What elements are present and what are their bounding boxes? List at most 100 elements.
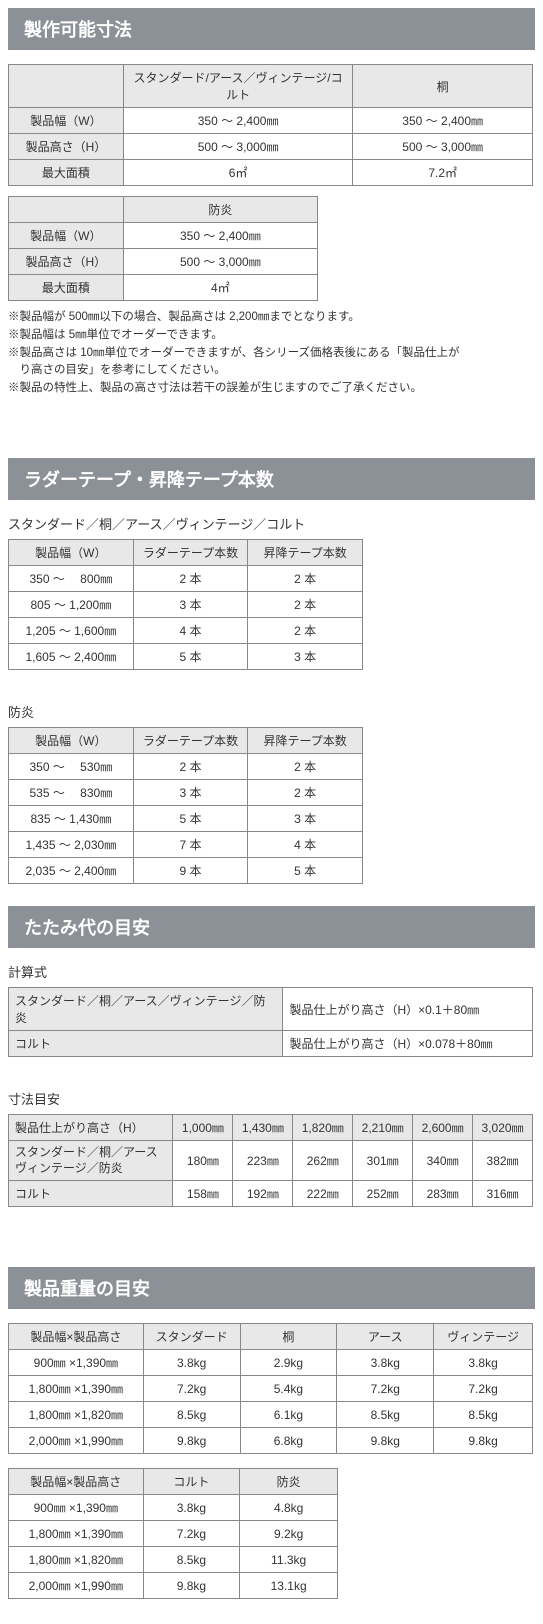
tape-subtitle-1: スタンダード／桐／アース／ヴィンテージ／コルト: [8, 514, 535, 533]
cell: 283㎜: [413, 1181, 473, 1207]
cell: 2,000㎜ ×1,990㎜: [9, 1428, 144, 1454]
cell: 7.2kg: [143, 1521, 240, 1547]
stack-subtitle-2: 寸法目安: [8, 1089, 535, 1108]
cell: 昇降テープ本数: [248, 540, 363, 566]
cell: コルト: [9, 1181, 173, 1207]
cell: 4 本: [133, 618, 248, 644]
cell: 3 本: [133, 780, 248, 806]
cell: 11.3kg: [240, 1547, 338, 1573]
stack-formula-table: スタンダード／桐／アース／ヴィンテージ／防炎 製品仕上がり高さ（H）×0.1＋8…: [8, 987, 533, 1057]
cell: 1,605 ～ 2,400㎜: [9, 644, 134, 670]
cell: 製品幅（W）: [9, 540, 134, 566]
cell: 252㎜: [353, 1181, 413, 1207]
cell: 192㎜: [233, 1181, 293, 1207]
cell: 3.8kg: [337, 1350, 434, 1376]
cell: 2 本: [248, 592, 363, 618]
section-header-dimensions: 製作可能寸法: [8, 8, 535, 50]
cell: 6.1kg: [240, 1402, 337, 1428]
cell: 3.8kg: [434, 1350, 533, 1376]
cell: 昇降テープ本数: [248, 728, 363, 754]
note-line: ※製品幅は 5㎜単位でオーダーできます。: [8, 327, 535, 345]
cell: 5.4kg: [240, 1376, 337, 1402]
cell: ラダーテープ本数: [133, 728, 248, 754]
cell: 防炎: [123, 197, 317, 223]
cell: 製品幅×製品高さ: [9, 1324, 144, 1350]
cell: 1,205 ～ 1,600㎜: [9, 618, 134, 644]
cell: 4 本: [248, 832, 363, 858]
cell: 535 ～ 830㎜: [9, 780, 134, 806]
cell: 8.5kg: [143, 1402, 240, 1428]
cell: 900㎜ ×1,390㎜: [9, 1495, 144, 1521]
cell: 9.8kg: [143, 1573, 240, 1599]
cell: スタンダード／桐／アース ヴィンテージ／防炎: [9, 1141, 173, 1181]
dimensions-table-2: 防炎 製品幅（W） 350 ～ 2,400㎜ 製品高さ（H） 500 ～ 3,0…: [8, 196, 318, 301]
cell: 1,800㎜ ×1,820㎜: [9, 1547, 144, 1573]
cell: 2,035 ～ 2,400㎜: [9, 858, 134, 884]
cell: 9.2kg: [240, 1521, 338, 1547]
dimensions-table-1: スタンダード/アース／ヴィンテージ/コルト 桐 製品幅（W） 350 ～ 2,4…: [8, 64, 533, 186]
cell: 最大面積: [9, 275, 124, 301]
cell: 262㎜: [293, 1141, 353, 1181]
cell: 835 ～ 1,430㎜: [9, 806, 134, 832]
cell: 7.2㎡: [353, 160, 533, 186]
cell: 2 本: [248, 566, 363, 592]
weight-table-2: 製品幅×製品高さ コルト 防炎 900㎜ ×1,390㎜3.8kg4.8kg 1…: [8, 1468, 338, 1599]
cell: 500 ～ 3,000㎜: [123, 249, 317, 275]
cell: 3 本: [248, 644, 363, 670]
cell: 6㎡: [123, 160, 353, 186]
cell: 3 本: [133, 592, 248, 618]
cell: 製品幅×製品高さ: [9, 1469, 144, 1495]
cell: 4㎡: [123, 275, 317, 301]
cell: 防炎: [240, 1469, 338, 1495]
cell: 3,020㎜: [473, 1115, 533, 1141]
note-line: り高さの目安」を参考にしてください。: [8, 362, 535, 380]
cell: 3 本: [248, 806, 363, 832]
cell: 3.8kg: [143, 1350, 240, 1376]
cell: 2 本: [248, 754, 363, 780]
cell: 7.2kg: [337, 1376, 434, 1402]
cell: コルト: [9, 1031, 283, 1057]
cell: 最大面積: [9, 160, 124, 186]
cell: 350 ～ 2,400㎜: [123, 108, 353, 134]
cell: 9.8kg: [337, 1428, 434, 1454]
cell: 1,820㎜: [293, 1115, 353, 1141]
cell: 2 本: [248, 618, 363, 644]
cell: 2,210㎜: [353, 1115, 413, 1141]
stack-size-table: 製品仕上がり高さ（H） 1,000㎜ 1,430㎜ 1,820㎜ 2,210㎜ …: [8, 1114, 533, 1207]
cell: 382㎜: [473, 1141, 533, 1181]
cell: 4.8kg: [240, 1495, 338, 1521]
cell: 製品幅（W）: [9, 108, 124, 134]
cell: 1,800㎜ ×1,390㎜: [9, 1521, 144, 1547]
cell: 8.5kg: [143, 1547, 240, 1573]
tape-table-1: 製品幅（W） ラダーテープ本数 昇降テープ本数 350 ～ 800㎜2 本2 本…: [8, 539, 363, 670]
cell: 7 本: [133, 832, 248, 858]
cell: 13.1kg: [240, 1573, 338, 1599]
cell: 9.8kg: [143, 1428, 240, 1454]
cell: 1,800㎜ ×1,820㎜: [9, 1402, 144, 1428]
cell: 9 本: [133, 858, 248, 884]
cell: 製品仕上がり高さ（H）×0.1＋80㎜: [283, 988, 533, 1031]
cell: 3.8kg: [143, 1495, 240, 1521]
cell: 350 ～ 800㎜: [9, 566, 134, 592]
cell: 350 ～ 2,400㎜: [353, 108, 533, 134]
stack-subtitle-1: 計算式: [8, 962, 535, 981]
cell: ヴィンテージ: [434, 1324, 533, 1350]
cell: 製品高さ（H）: [9, 134, 124, 160]
cell: 5 本: [133, 644, 248, 670]
note-line: ※製品幅が 500㎜以下の場合、製品高さは 2,200㎜までとなります。: [8, 309, 535, 327]
cell: 9.8kg: [434, 1428, 533, 1454]
cell: 製品仕上がり高さ（H）×0.078＋80㎜: [283, 1031, 533, 1057]
tape-subtitle-2: 防炎: [8, 702, 535, 721]
cell: 6.8kg: [240, 1428, 337, 1454]
cell: 340㎜: [413, 1141, 473, 1181]
cell: 5 本: [248, 858, 363, 884]
cell: 223㎜: [233, 1141, 293, 1181]
cell: [9, 65, 124, 108]
cell: 製品幅（W）: [9, 728, 134, 754]
cell: 製品幅（W）: [9, 223, 124, 249]
cell: 350 ～ 530㎜: [9, 754, 134, 780]
cell: 1,000㎜: [173, 1115, 233, 1141]
cell: 製品高さ（H）: [9, 249, 124, 275]
cell: 316㎜: [473, 1181, 533, 1207]
section-header-weight: 製品重量の目安: [8, 1267, 535, 1309]
